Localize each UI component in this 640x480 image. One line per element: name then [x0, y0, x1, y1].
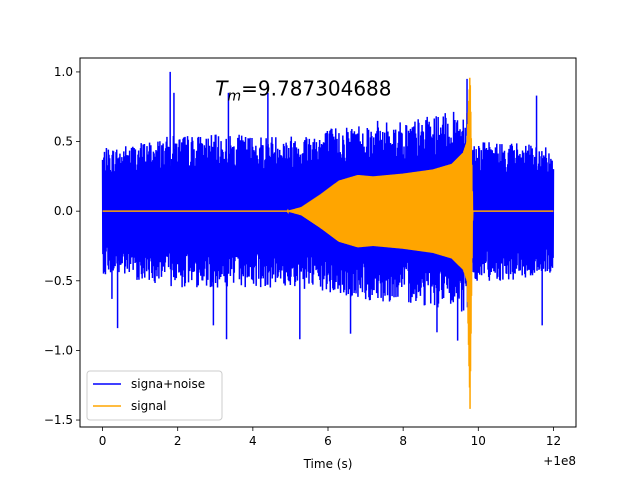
y-tick-label-2: −0.5 [44, 274, 73, 288]
series-signal [102, 77, 554, 409]
x-tick-label-2: 4 [249, 434, 257, 448]
x-tick-label-6: 12 [546, 434, 561, 448]
x-axis: 0 2 4 6 8 10 12 [99, 427, 561, 448]
legend: signa+noise signal [86, 370, 223, 421]
x-tick-label-4: 8 [399, 434, 407, 448]
tm-annotation-value: =9.787304688 [241, 77, 391, 101]
y-tick-label-0: −1.5 [44, 413, 73, 427]
x-tick-label-1: 2 [174, 434, 182, 448]
series-signa-noise [101, 111, 555, 312]
y-tick-label-1: −1.0 [44, 343, 73, 357]
legend-label-signal: signal [131, 399, 167, 413]
series-layer [101, 71, 555, 409]
x-axis-label: Time (s) [303, 457, 353, 471]
tm-annotation-symbol: T [215, 77, 229, 101]
tm-annotation-subscript: m [227, 89, 241, 105]
y-tick-label-4: 0.5 [54, 135, 73, 149]
y-axis: −1.5 −1.0 −0.5 0.0 0.5 1.0 [44, 65, 80, 427]
x-tick-label-0: 0 [99, 434, 107, 448]
x-tick-label-5: 10 [471, 434, 486, 448]
y-tick-label-5: 1.0 [54, 65, 73, 79]
legend-label-signa-noise: signa+noise [131, 377, 205, 391]
tm-annotation: Tm=9.787304688 [215, 77, 391, 105]
y-tick-label-3: 0.0 [54, 204, 73, 218]
x-offset-label: +1e8 [543, 454, 576, 468]
x-tick-label-3: 6 [324, 434, 332, 448]
